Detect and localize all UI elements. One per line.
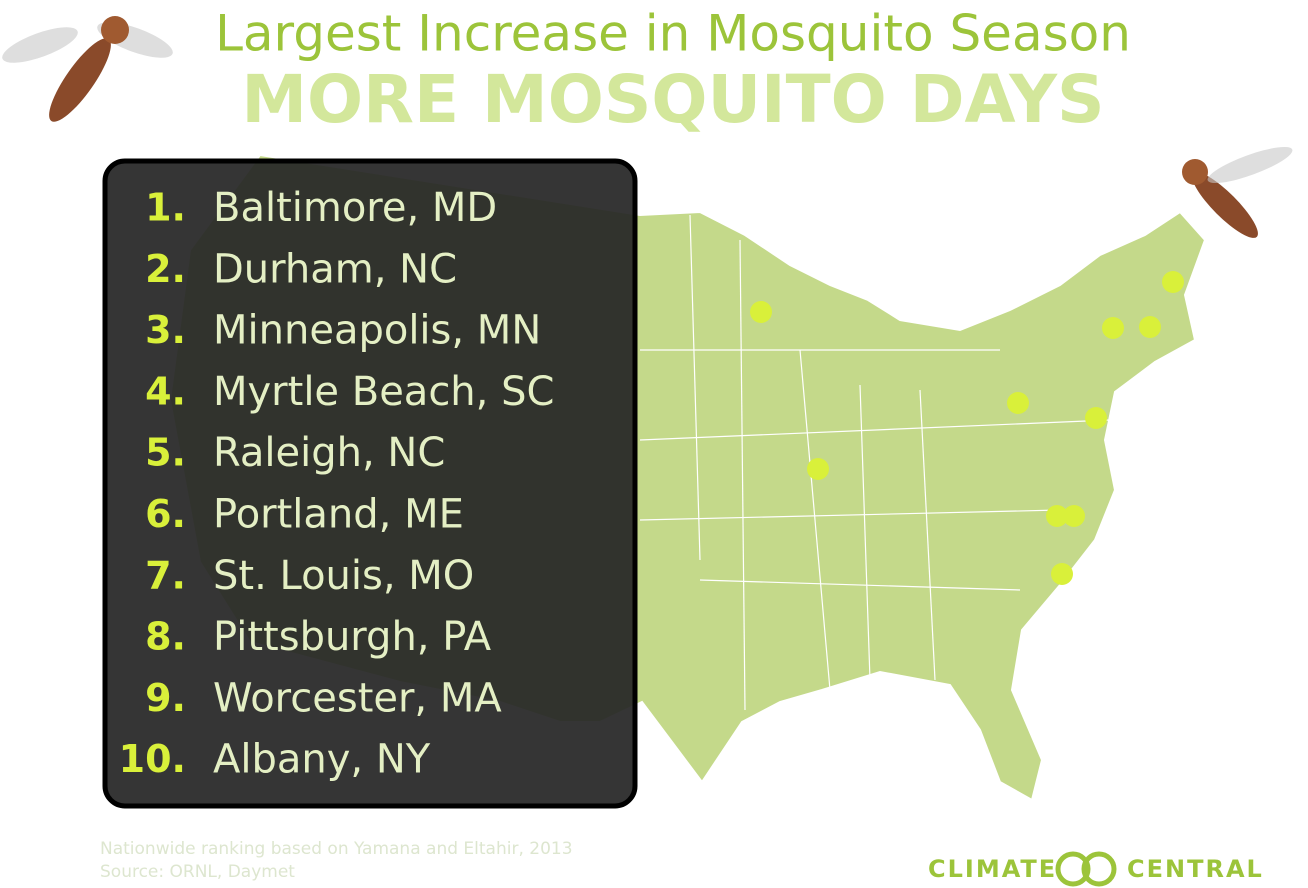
rank-number: 8. bbox=[145, 615, 186, 659]
city-name: Myrtle Beach, SC bbox=[213, 369, 554, 415]
logo-mark bbox=[1055, 851, 1117, 887]
logo-right: CENTRAL bbox=[1127, 855, 1264, 883]
rank-number: 1. bbox=[145, 186, 186, 230]
city-name: St. Louis, MO bbox=[213, 553, 474, 599]
source: Source: ORNL, Daymet bbox=[100, 862, 295, 882]
city-name: Raleigh, NC bbox=[213, 430, 445, 476]
rank-number: 4. bbox=[145, 369, 186, 413]
city-name: Durham, NC bbox=[213, 246, 457, 292]
rank-number: 7. bbox=[145, 553, 186, 597]
rank-number: 2. bbox=[145, 247, 186, 291]
rank-number: 10. bbox=[119, 737, 186, 781]
city-name: Minneapolis, MN bbox=[213, 308, 541, 354]
city-name: Baltimore, MD bbox=[213, 185, 497, 231]
title: Largest Increase in Mosquito Season bbox=[215, 5, 1131, 63]
subtitle: MORE MOSQUITO DAYS bbox=[241, 61, 1104, 138]
rank-number: 3. bbox=[145, 308, 186, 352]
logo-left: CLIMATE bbox=[928, 855, 1057, 883]
city-dots bbox=[750, 271, 1184, 585]
mosquito-right bbox=[1182, 146, 1293, 238]
rank-number: 6. bbox=[145, 492, 186, 536]
city-name: Albany, NY bbox=[213, 737, 431, 783]
mosquito-left bbox=[2, 16, 173, 122]
city-name: Pittsburgh, PA bbox=[213, 614, 492, 660]
footnote: Nationwide ranking based on Yamana and E… bbox=[100, 839, 573, 859]
city-name: Portland, ME bbox=[213, 492, 464, 538]
rank-number: 9. bbox=[145, 676, 186, 720]
city-name: Worcester, MA bbox=[213, 675, 502, 721]
ranking-panel bbox=[102, 158, 638, 809]
rank-number: 5. bbox=[145, 431, 186, 475]
